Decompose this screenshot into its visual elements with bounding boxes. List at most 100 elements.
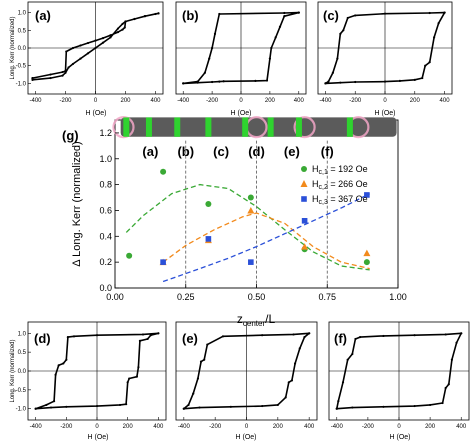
loop-point <box>341 381 345 384</box>
panel-f-label: (f) <box>334 331 347 346</box>
loop-point <box>354 80 357 84</box>
x-tick-label: 400 <box>153 424 164 430</box>
loop-point <box>413 334 416 337</box>
loop-point <box>31 76 34 80</box>
panel-c-label: (c) <box>323 8 339 23</box>
wire-green-segment <box>242 117 249 137</box>
loop-point <box>346 358 349 361</box>
loop-point <box>331 71 334 74</box>
data-point-square <box>301 218 308 224</box>
y-tick-label: 0.8 <box>99 180 112 190</box>
loop-point <box>382 334 385 338</box>
loop-point <box>101 36 105 40</box>
loop-point <box>421 76 424 80</box>
panel-d-label: (d) <box>34 331 51 346</box>
region-label: (a) <box>142 144 158 159</box>
panel-b-label: (b) <box>182 8 199 23</box>
wire-green-segment <box>123 117 130 137</box>
x-tick-label: -400 <box>177 98 190 104</box>
loop-point <box>447 383 450 386</box>
wire-green-segment <box>346 117 353 137</box>
loop-point <box>54 373 57 376</box>
panel-a-label: (a) <box>35 8 51 23</box>
loop-point <box>86 41 90 45</box>
wire-green-segment <box>267 117 274 137</box>
loop-point <box>49 406 53 409</box>
loop-point <box>203 71 206 74</box>
x-tick-label: 200 <box>273 424 284 430</box>
loop-point <box>101 41 105 44</box>
loop-point <box>339 32 342 35</box>
wire-green-segment <box>174 117 181 137</box>
loop-point <box>444 333 447 336</box>
x-tick-label: -200 <box>209 424 222 430</box>
y-tick-label: 1.2 <box>99 128 112 138</box>
loop-point <box>342 29 345 32</box>
loop-point <box>441 401 444 405</box>
loop-point <box>444 386 447 390</box>
x-tick-label: 0 <box>239 98 243 104</box>
loop-point <box>337 400 340 403</box>
y-tick-label: 0.6 <box>99 205 112 215</box>
loop-point <box>351 352 354 356</box>
y-tick-label: 0.5 <box>18 28 27 34</box>
region-label: (c) <box>213 144 229 159</box>
loop-point <box>45 403 48 407</box>
x-tick-label: 0 <box>245 424 249 430</box>
loop-point <box>221 335 225 338</box>
loop-point <box>268 57 271 60</box>
loop-point <box>276 403 279 407</box>
data-point-square <box>205 236 212 242</box>
loop-point <box>460 332 463 335</box>
y-tick-label: -0.5 <box>16 64 27 70</box>
loop-point <box>443 11 446 14</box>
loop-point <box>261 334 264 337</box>
loop-point <box>66 335 69 339</box>
loop-point <box>133 17 136 21</box>
loop-point <box>383 12 387 15</box>
loop-point <box>346 16 349 20</box>
y-tick-label: -0.5 <box>16 388 27 394</box>
x-tick-label: 0.00 <box>106 292 124 302</box>
x-tick-label: -400 <box>29 98 42 104</box>
loop-point <box>284 396 287 399</box>
loop-point <box>116 30 120 34</box>
loop-point <box>203 358 206 361</box>
legend-marker <box>301 166 307 172</box>
wire-bar <box>120 117 397 137</box>
panel-g-ylabel: Δ Long. Kerr (normalized) <box>71 141 83 266</box>
loop-point <box>146 337 149 341</box>
loop-point <box>95 334 99 337</box>
loop-point <box>52 400 56 403</box>
loop-point <box>290 379 294 382</box>
panel-g: (a) (b) (c) (d) (e) (f) 0.00 0.25 0.50 0.75 1.00 0.… <box>62 116 407 328</box>
loop-point <box>359 335 362 339</box>
loop-point <box>116 27 120 30</box>
loop-point <box>141 333 145 336</box>
panel-d: -400 -200 0 200 400 -1.0 -0.5 0.0 0.5 1.0 (d) Lon… <box>10 321 167 441</box>
loop-point <box>254 79 257 83</box>
loop-point <box>138 339 142 342</box>
data-point-circle <box>126 252 133 259</box>
region-label: (e) <box>284 144 300 159</box>
loop-point <box>79 57 82 60</box>
loop-point <box>64 71 67 74</box>
loop-point <box>123 26 126 29</box>
y-tick-label: 0.0 <box>18 46 27 52</box>
loop-point <box>211 46 214 50</box>
loop-point <box>65 405 68 408</box>
loop-point <box>95 404 99 408</box>
data-point-circle <box>205 201 212 207</box>
loop-point <box>196 80 199 83</box>
wire-notch-circle <box>293 116 316 139</box>
panel-e: -400 -200 0 200 400 (e) H (Oe) <box>175 321 318 441</box>
loop-point <box>218 12 221 16</box>
panel-b-xlabel: H (Oe) <box>231 110 252 117</box>
x-tick-label: -400 <box>178 424 191 430</box>
panel-f: -400 -200 0 200 400 (f) H (Oe) <box>328 321 470 441</box>
loop-point <box>293 362 297 365</box>
loop-point <box>297 11 300 14</box>
loop-point <box>354 337 357 341</box>
loop-point <box>428 11 431 15</box>
